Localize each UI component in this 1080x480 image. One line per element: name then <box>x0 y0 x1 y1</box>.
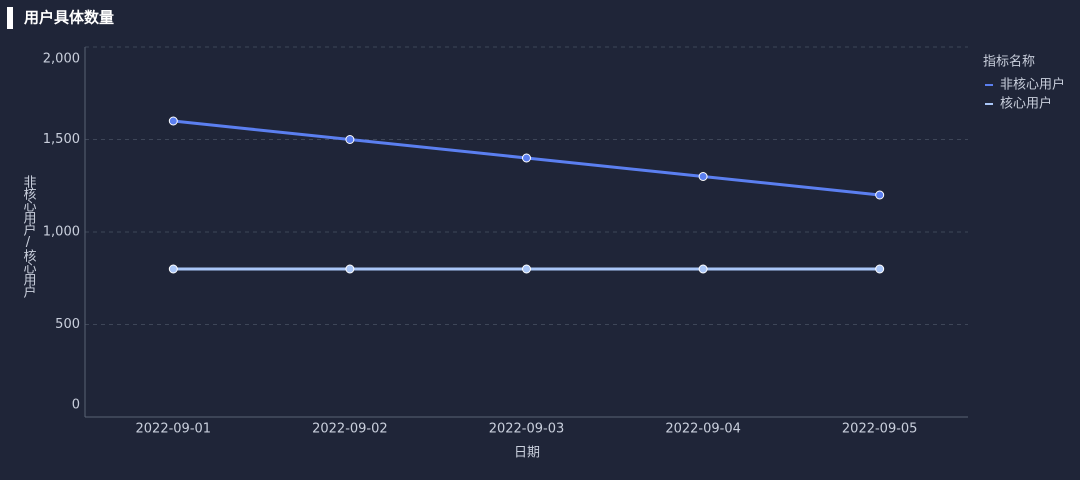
data-point <box>698 172 708 181</box>
y-axis-label: 非核心用户/核心用户 <box>21 175 37 299</box>
data-point <box>698 264 708 274</box>
x-axis-label: 日期 <box>514 446 540 461</box>
data-point <box>345 135 355 144</box>
y-tick-label: 1,500 <box>43 132 80 147</box>
legend-label: 核心用户 <box>1000 96 1052 112</box>
data-point <box>168 264 178 274</box>
x-tick-label: 2022-09-03 <box>489 422 565 437</box>
title-accent <box>7 7 13 29</box>
data-point <box>522 153 531 163</box>
legend-title: 指标名称 <box>983 54 1035 70</box>
x-tick-label: 2022-09-02 <box>312 422 388 437</box>
x-tick-label: 2022-09-04 <box>665 422 741 437</box>
x-tick-label: 2022-09-01 <box>136 422 212 437</box>
data-point <box>522 264 531 274</box>
legend-label: 非核心用户 <box>1000 77 1065 93</box>
chart-title: 用户具体数量 <box>24 9 114 27</box>
y-tick-label: 500 <box>55 317 80 332</box>
y-tick-label: 1,000 <box>43 225 80 240</box>
y-tick-label: 0 <box>72 398 80 413</box>
x-tick-label: 2022-09-05 <box>842 422 918 437</box>
y-tick-label: 2,000 <box>43 52 80 67</box>
data-point <box>875 264 885 274</box>
data-point <box>168 116 178 126</box>
data-point <box>875 190 885 200</box>
data-point <box>345 264 355 274</box>
